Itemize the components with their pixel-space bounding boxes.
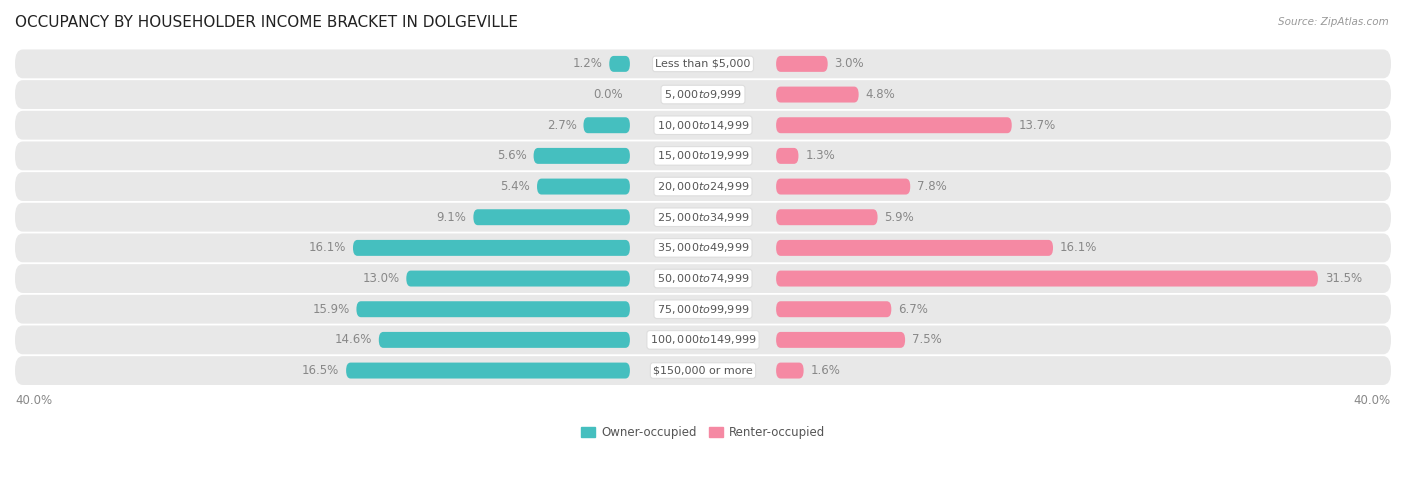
FancyBboxPatch shape [356,301,630,317]
FancyBboxPatch shape [776,363,804,378]
Text: 16.1%: 16.1% [309,242,346,254]
Text: 40.0%: 40.0% [15,393,52,407]
FancyBboxPatch shape [15,203,1391,232]
FancyBboxPatch shape [776,240,1053,256]
Text: Less than $5,000: Less than $5,000 [655,59,751,69]
FancyBboxPatch shape [583,117,630,133]
Text: 14.6%: 14.6% [335,334,373,346]
Text: 31.5%: 31.5% [1324,272,1362,285]
FancyBboxPatch shape [776,148,799,164]
FancyBboxPatch shape [776,332,905,348]
FancyBboxPatch shape [474,209,630,225]
Text: 15.9%: 15.9% [312,303,350,316]
FancyBboxPatch shape [776,117,1012,133]
FancyBboxPatch shape [776,209,877,225]
Text: 5.6%: 5.6% [496,150,527,162]
FancyBboxPatch shape [15,172,1391,201]
Text: $75,000 to $99,999: $75,000 to $99,999 [657,303,749,316]
FancyBboxPatch shape [15,111,1391,140]
FancyBboxPatch shape [346,363,630,378]
FancyBboxPatch shape [378,332,630,348]
FancyBboxPatch shape [776,271,1317,286]
FancyBboxPatch shape [776,301,891,317]
Text: 13.7%: 13.7% [1018,119,1056,131]
FancyBboxPatch shape [776,87,859,103]
FancyBboxPatch shape [15,325,1391,355]
Text: 40.0%: 40.0% [1354,393,1391,407]
Text: 5.4%: 5.4% [501,180,530,193]
Text: 13.0%: 13.0% [363,272,399,285]
FancyBboxPatch shape [406,271,630,286]
Text: $5,000 to $9,999: $5,000 to $9,999 [664,88,742,101]
Text: 4.8%: 4.8% [866,88,896,101]
Text: 7.5%: 7.5% [912,334,942,346]
FancyBboxPatch shape [15,356,1391,385]
Text: 3.0%: 3.0% [835,57,865,71]
FancyBboxPatch shape [15,295,1391,324]
Text: $150,000 or more: $150,000 or more [654,366,752,375]
Text: 16.1%: 16.1% [1060,242,1097,254]
FancyBboxPatch shape [15,142,1391,170]
Text: $100,000 to $149,999: $100,000 to $149,999 [650,334,756,346]
Text: Source: ZipAtlas.com: Source: ZipAtlas.com [1278,17,1389,27]
Text: 1.6%: 1.6% [810,364,841,377]
Text: 16.5%: 16.5% [302,364,339,377]
FancyBboxPatch shape [15,264,1391,293]
FancyBboxPatch shape [15,50,1391,78]
FancyBboxPatch shape [353,240,630,256]
Text: 7.8%: 7.8% [917,180,946,193]
Text: 5.9%: 5.9% [884,211,914,224]
Text: 1.2%: 1.2% [572,57,602,71]
FancyBboxPatch shape [534,148,630,164]
FancyBboxPatch shape [15,233,1391,262]
Text: OCCUPANCY BY HOUSEHOLDER INCOME BRACKET IN DOLGEVILLE: OCCUPANCY BY HOUSEHOLDER INCOME BRACKET … [15,15,517,30]
Text: 1.3%: 1.3% [806,150,835,162]
Text: $20,000 to $24,999: $20,000 to $24,999 [657,180,749,193]
FancyBboxPatch shape [537,179,630,194]
Text: 0.0%: 0.0% [593,88,623,101]
FancyBboxPatch shape [15,80,1391,109]
Text: $10,000 to $14,999: $10,000 to $14,999 [657,119,749,131]
Text: $50,000 to $74,999: $50,000 to $74,999 [657,272,749,285]
Text: $35,000 to $49,999: $35,000 to $49,999 [657,242,749,254]
FancyBboxPatch shape [776,56,828,72]
Text: 2.7%: 2.7% [547,119,576,131]
Text: $15,000 to $19,999: $15,000 to $19,999 [657,150,749,162]
Legend: Owner-occupied, Renter-occupied: Owner-occupied, Renter-occupied [576,422,830,444]
Text: 9.1%: 9.1% [437,211,467,224]
Text: 6.7%: 6.7% [898,303,928,316]
FancyBboxPatch shape [609,56,630,72]
FancyBboxPatch shape [776,179,910,194]
Text: $25,000 to $34,999: $25,000 to $34,999 [657,211,749,224]
